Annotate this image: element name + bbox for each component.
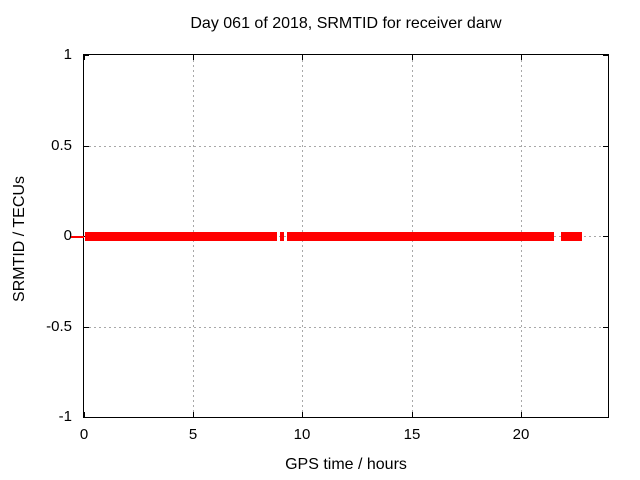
x-tick-label: 15 [403,426,421,443]
x-tick-label: 5 [188,426,198,443]
y-axis-tick [84,327,89,328]
series-segment [561,232,582,241]
x-axis-tick-top [193,55,194,60]
y-tick-label: 1 [63,46,72,63]
y-axis-tick-right [603,146,608,147]
series-segment [85,232,277,241]
y-tick-label: -0.5 [46,318,72,335]
x-axis-tick-top [84,55,85,60]
x-axis-tick [84,412,85,417]
x-tick-label: 20 [512,426,530,443]
y-tick-label: 0.5 [51,137,72,154]
y-tick-label: 0 [63,227,72,244]
horizontal-gridline [84,327,608,328]
y-zero-red-tick-artifact [71,236,84,238]
x-axis-tick [412,412,413,417]
x-axis-tick-top [521,55,522,60]
y-axis-tick-right [603,417,608,418]
y-axis-tick [84,55,89,56]
y-axis-tick [84,417,89,418]
x-axis-tick-top [302,55,303,60]
plot-area: 0 5 10 15 20 1 0.5 0 -0.5 -1 [46,47,609,443]
x-axis-tick [193,412,194,417]
series-segment [280,232,284,241]
x-axis-label: GPS time / hours [285,456,407,473]
x-axis-tick [302,412,303,417]
x-axis-tick-top [412,55,413,60]
x-axis-tick [521,412,522,417]
y-tick-label: -1 [58,408,72,425]
y-axis-tick-right [603,327,608,328]
x-tick-label: 10 [293,426,311,443]
chart-title: Day 061 of 2018, SRMTID for receiver dar… [190,15,502,32]
y-axis-tick-right [603,55,608,56]
series-segment [287,232,554,241]
x-tick-label: 0 [79,426,89,443]
horizontal-gridline [84,146,608,147]
y-axis-tick-right [603,236,608,237]
y-axis-tick [84,146,89,147]
